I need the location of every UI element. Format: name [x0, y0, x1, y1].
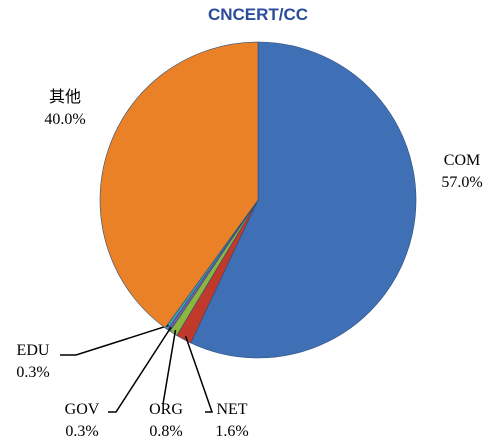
slice-name: COM	[444, 152, 480, 169]
slice-name: ORG	[149, 401, 183, 418]
slice-value: 40.0%	[44, 111, 85, 128]
slice-value: 57.0%	[441, 174, 482, 191]
slice-value: 0.3%	[65, 423, 98, 440]
logo: CNCERT/CC	[208, 5, 308, 24]
slice-name: NET	[216, 401, 247, 418]
slice-name: EDU	[17, 342, 50, 359]
pie-slice	[99, 41, 259, 329]
slice-value: 1.6%	[215, 423, 248, 440]
leader-line	[184, 335, 214, 413]
slice-name: GOV	[65, 401, 100, 418]
leader-line	[108, 326, 172, 413]
slice-value: 0.8%	[149, 423, 182, 440]
pie-slice	[190, 41, 417, 359]
slice-name: 其他	[49, 88, 81, 106]
leader-line	[162, 329, 177, 405]
slice-value: 0.3%	[16, 364, 49, 381]
leader-line	[60, 324, 169, 356]
